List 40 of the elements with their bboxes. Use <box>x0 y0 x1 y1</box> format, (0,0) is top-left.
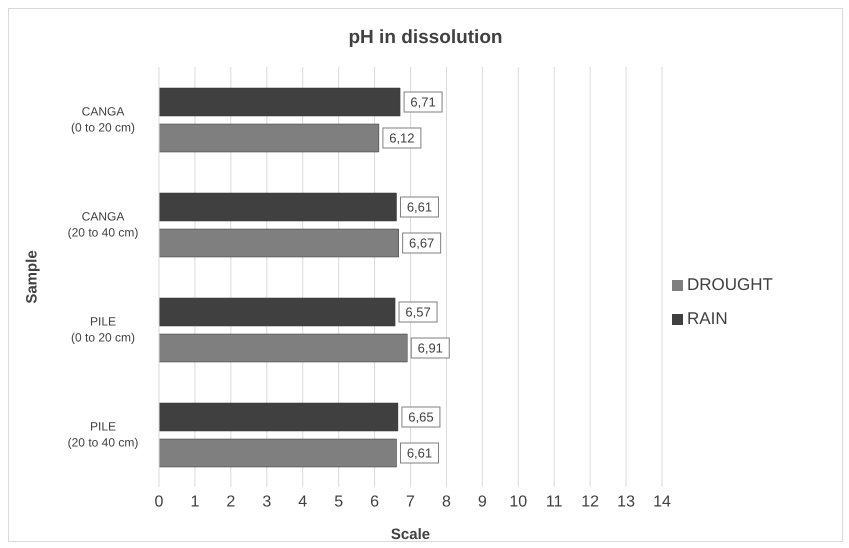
x-tick-label: 12 <box>581 493 600 510</box>
data-label: 6,61 <box>406 446 432 460</box>
x-tick-label: 8 <box>442 493 451 510</box>
data-label: 6,91 <box>418 340 443 356</box>
x-tick-label: 13 <box>617 493 636 510</box>
x-tick-label: 4 <box>298 493 308 510</box>
bar <box>159 192 397 222</box>
y-tick-label: CANGA (0 to 20 cm) <box>70 104 136 134</box>
bar <box>159 334 408 362</box>
x-tick-label: 10 <box>509 493 528 510</box>
data-label: 6,65 <box>408 410 434 424</box>
chart-title: pH in dissolution <box>347 26 504 50</box>
x-axis-title: Scale <box>390 526 430 543</box>
data-label: 6,57 <box>405 304 431 320</box>
y-axis-title: Sample <box>23 250 40 304</box>
data-label: 6,71 <box>410 94 436 110</box>
data-label: 6,61 <box>406 200 432 214</box>
data-label: 6,12 <box>389 130 415 146</box>
bar <box>159 88 400 116</box>
bar <box>159 402 398 432</box>
x-tick-label: 11 <box>546 493 563 510</box>
legend-label: RAIN <box>687 309 728 328</box>
x-tick-label: 3 <box>262 493 272 510</box>
data-label: 6,67 <box>408 236 434 250</box>
bar <box>159 298 396 326</box>
x-tick-label: 14 <box>653 493 671 510</box>
y-tick-label: PILE (0 to 20 cm) <box>70 314 136 344</box>
legend-label: DROUGHT <box>687 275 773 294</box>
bar <box>159 438 397 468</box>
y-tick-label: CANGA (20 to 40 cm) <box>68 210 138 240</box>
x-tick-label: 5 <box>334 493 344 510</box>
x-tick-label: 6 <box>370 493 380 510</box>
x-tick-label: 9 <box>478 493 487 510</box>
x-tick-label: 7 <box>406 493 416 510</box>
bar <box>159 124 380 152</box>
y-tick-label: PILE (20 to 40 cm) <box>68 420 138 450</box>
x-tick-label: 2 <box>226 493 236 510</box>
x-tick-label: 1 <box>190 493 200 510</box>
bar <box>159 228 399 258</box>
x-tick-label: 0 <box>154 493 164 510</box>
